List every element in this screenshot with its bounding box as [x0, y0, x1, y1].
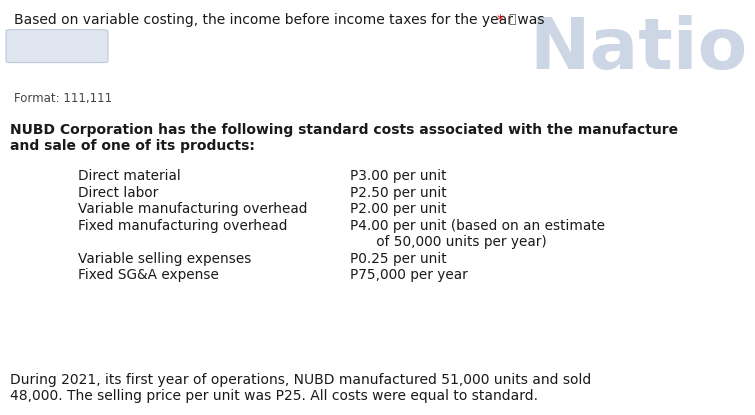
Text: of 50,000 units per year): of 50,000 units per year) [350, 235, 547, 249]
Text: Variable selling expenses: Variable selling expenses [78, 252, 251, 266]
Text: Based on variable costing, the income before income taxes for the year was: Based on variable costing, the income be… [14, 13, 544, 27]
Text: Fixed SG&A expense: Fixed SG&A expense [78, 268, 219, 282]
Text: P4.00 per unit (based on an estimate: P4.00 per unit (based on an estimate [350, 219, 605, 233]
Text: 48,000. The selling price per unit was P25. All costs were equal to standard.: 48,000. The selling price per unit was P… [10, 389, 538, 403]
Text: Direct material: Direct material [78, 169, 180, 183]
Text: P0.25 per unit: P0.25 per unit [350, 252, 447, 266]
Text: and sale of one of its products:: and sale of one of its products: [10, 139, 255, 153]
Text: Fixed manufacturing overhead: Fixed manufacturing overhead [78, 219, 288, 233]
Text: P75,000 per year: P75,000 per year [350, 268, 468, 282]
Text: During 2021, its first year of operations, NUBD manufactured 51,000 units and so: During 2021, its first year of operation… [10, 373, 591, 387]
Text: P3.00 per unit: P3.00 per unit [350, 169, 446, 183]
Text: ⧉: ⧉ [509, 13, 516, 26]
Text: Format: 111,111: Format: 111,111 [14, 93, 112, 105]
FancyBboxPatch shape [6, 30, 108, 63]
Text: Variable manufacturing overhead: Variable manufacturing overhead [78, 202, 307, 216]
Text: *: * [497, 13, 504, 27]
Text: NUBD Corporation has the following standard costs associated with the manufactur: NUBD Corporation has the following stand… [10, 123, 678, 137]
Text: P2.00 per unit: P2.00 per unit [350, 202, 446, 216]
Text: Direct labor: Direct labor [78, 186, 159, 200]
Text: Natio: Natio [529, 15, 747, 84]
Text: P2.50 per unit: P2.50 per unit [350, 186, 447, 200]
